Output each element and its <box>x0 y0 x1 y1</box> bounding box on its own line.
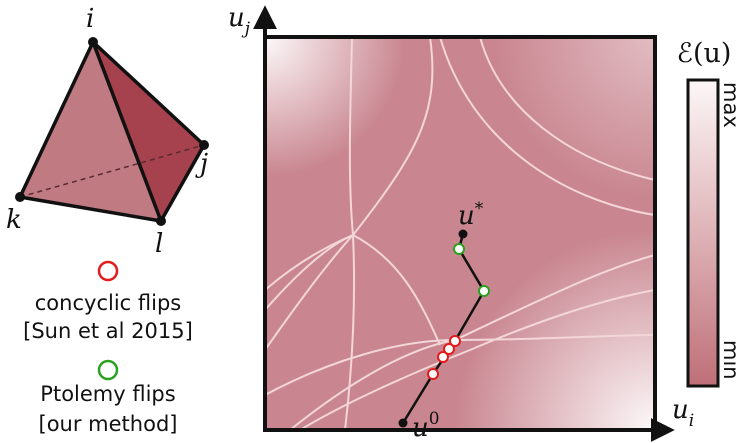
end-label: u* <box>458 199 484 231</box>
colorbar <box>686 78 720 388</box>
ptolemy-flip <box>453 243 465 255</box>
x-axis-label: ui <box>672 395 694 431</box>
vertex <box>156 216 166 226</box>
energy-plot: u* u0 <box>263 35 657 443</box>
concyclic-flip <box>427 368 439 380</box>
legend-marker <box>97 260 119 282</box>
colorbar-min: min <box>719 340 737 380</box>
face <box>20 42 161 221</box>
vertex <box>88 37 98 47</box>
tetrahedron: i j k l <box>6 4 209 259</box>
concyclic-flip <box>443 343 455 355</box>
face <box>93 42 204 221</box>
colorbar-title: ℰ(u) <box>677 38 732 69</box>
y-axis-label: uj <box>228 3 251 39</box>
legend-text: [Sun et al 2015] <box>23 319 193 343</box>
start-point <box>398 418 408 428</box>
vertex-label: k <box>6 205 22 235</box>
legend-text: [our method] <box>39 412 178 436</box>
vertex-label: i <box>86 4 94 34</box>
end-point <box>458 229 468 239</box>
edges <box>18 40 206 223</box>
vertex <box>15 192 25 202</box>
colorbar-max: max <box>719 82 737 128</box>
legend-marker <box>97 359 119 381</box>
flip-curves <box>264 36 656 431</box>
start-label: u0 <box>412 409 440 443</box>
concyclic-flip <box>437 351 449 363</box>
ptolemy-flip <box>478 285 490 297</box>
legend-text: Ptolemy flips <box>40 382 175 406</box>
vertex <box>199 140 209 150</box>
concyclic-flip <box>449 335 461 347</box>
hidden-edge <box>19 144 205 198</box>
vertex-label: l <box>155 229 163 259</box>
legend-text: concyclic flips <box>35 291 181 315</box>
